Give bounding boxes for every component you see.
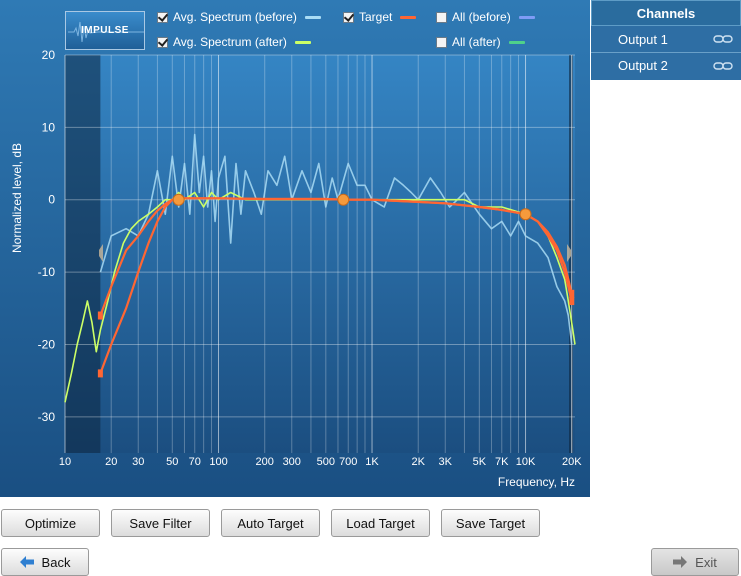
x-tick-label: 50 xyxy=(166,456,178,468)
x-tick-label: 20K xyxy=(562,456,582,468)
x-tick-label: 10K xyxy=(516,456,536,468)
impulse-button[interactable]: IMPULSE xyxy=(65,11,145,50)
x-tick-label: 1K xyxy=(365,456,379,468)
exit-button[interactable]: Exit xyxy=(651,548,739,576)
x-tick-label: 3K xyxy=(439,456,453,468)
y-tick-label: 0 xyxy=(48,193,55,207)
optimize-button[interactable]: Optimize xyxy=(1,509,100,537)
all-before-checkbox[interactable] xyxy=(436,11,447,23)
link-icon[interactable] xyxy=(713,62,733,70)
x-tick-label: 100 xyxy=(209,456,227,468)
all-after-label: All (after) xyxy=(452,35,501,49)
all-before-label: All (before) xyxy=(452,10,511,24)
x-tick-label: 2K xyxy=(412,456,426,468)
avg-after-swatch xyxy=(294,40,311,44)
impulse-label: IMPULSE xyxy=(81,25,129,36)
avg_before-series-line xyxy=(99,133,573,345)
target-end-marker xyxy=(569,289,575,298)
target-control-point xyxy=(337,193,350,206)
y-tick-label: -10 xyxy=(38,265,56,279)
x-tick-label: 10 xyxy=(59,456,71,468)
channels-panel: Channels Output 1 Output 2 xyxy=(591,0,741,80)
channels-header: Channels xyxy=(591,0,741,26)
x-tick-label: 20 xyxy=(105,456,117,468)
x-tick-label: 5K xyxy=(473,456,487,468)
channel-output-1-label: Output 1 xyxy=(618,31,668,47)
low-frequency-shade xyxy=(65,55,101,453)
high-cut-handle xyxy=(567,244,571,262)
x-tick-label: 200 xyxy=(256,456,274,468)
avg-after-checkbox[interactable] xyxy=(157,36,168,48)
target-control-point xyxy=(172,193,185,206)
load-target-button[interactable]: Load Target xyxy=(331,509,430,537)
legend-all-after[interactable]: All (after) xyxy=(436,34,525,50)
all-after-checkbox[interactable] xyxy=(436,36,447,48)
legend-avg-before[interactable]: Avg. Spectrum (before) xyxy=(157,9,321,25)
all-after-swatch xyxy=(508,40,525,44)
channel-output-2-label: Output 2 xyxy=(618,58,668,73)
exit-label: Exit xyxy=(695,554,717,570)
link-icon[interactable] xyxy=(713,35,733,43)
y-tick-label: 10 xyxy=(42,120,56,134)
y-tick-label: -30 xyxy=(38,410,56,424)
target-label: Target xyxy=(359,10,393,24)
x-axis-label: Frequency, Hz xyxy=(498,475,575,489)
target-end-marker xyxy=(97,311,103,320)
x-tick-label: 300 xyxy=(283,456,301,468)
save-target-button[interactable]: Save Target xyxy=(441,509,540,537)
avg-before-label: Avg. Spectrum (before) xyxy=(173,10,297,24)
frequency-response-chart[interactable]: 10 20 30 50 70 100 200 300 500 700 1K 2K 3K 5K 7K 10K 20… xyxy=(0,0,590,497)
back-label: Back xyxy=(41,554,71,570)
y-tick-label: 20 xyxy=(42,48,56,62)
target-control-point xyxy=(519,208,532,221)
plot-area xyxy=(65,55,575,453)
exit-arrow-icon xyxy=(673,556,688,568)
avg-before-checkbox[interactable] xyxy=(157,11,168,23)
x-tick-label: 500 xyxy=(317,456,335,468)
back-arrow-icon xyxy=(19,556,34,568)
channel-output-1[interactable]: Output 1 xyxy=(591,26,741,52)
channel-output-2[interactable]: Output 2 xyxy=(591,52,741,78)
avg-before-swatch xyxy=(304,15,321,19)
save-filter-button[interactable]: Save Filter xyxy=(111,509,210,537)
legend-all-before[interactable]: All (before) xyxy=(436,9,535,25)
frequency-response-chart-panel: 10 20 30 50 70 100 200 300 500 700 1K 2K 3K 5K 7K 10K 20… xyxy=(0,0,590,497)
auto-target-button[interactable]: Auto Target xyxy=(221,509,320,537)
impulse-waveform-icon xyxy=(68,21,144,43)
legend-avg-after[interactable]: Avg. Spectrum (after) xyxy=(157,34,311,50)
target-swatch xyxy=(400,15,417,19)
target-end-marker xyxy=(569,297,575,306)
low-cut-handle xyxy=(99,244,103,262)
x-tick-label: 70 xyxy=(189,456,201,468)
x-tick-label: 7K xyxy=(495,456,509,468)
y-axis-label: Normalized level, dB xyxy=(10,143,24,253)
target-end-marker xyxy=(97,369,103,378)
all-before-swatch xyxy=(518,15,535,19)
x-tick-label: 30 xyxy=(132,456,144,468)
avg-after-label: Avg. Spectrum (after) xyxy=(173,35,287,49)
target-series-line xyxy=(99,197,573,316)
y-tick-label: -20 xyxy=(38,337,56,351)
target-checkbox[interactable] xyxy=(343,11,354,23)
back-button[interactable]: Back xyxy=(1,548,89,576)
x-tick-label: 700 xyxy=(339,456,357,468)
legend-target[interactable]: Target xyxy=(343,9,417,25)
